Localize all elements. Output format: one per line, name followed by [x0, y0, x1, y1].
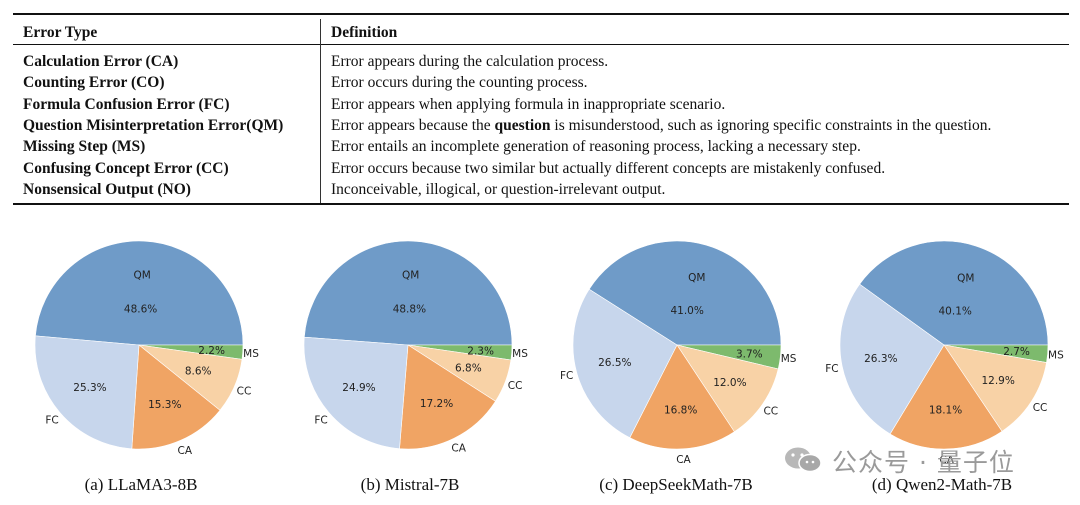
slice-percent-label: 8.6%	[185, 366, 212, 378]
table-cell-error-type: Calculation Error (CA)	[23, 53, 179, 70]
definition-text: Error occurs because two similar but act…	[331, 159, 886, 177]
table-cell-definition: Error entails an incomplete generation o…	[331, 136, 861, 157]
table-cell-error-type: Confusing Concept Error (CC)	[23, 159, 229, 177]
slice-percent-label: 16.8%	[664, 404, 697, 416]
pie-slice-qm	[859, 240, 1049, 346]
slice-percent-label: 2.3%	[467, 345, 494, 357]
slice-percent-label: 48.6%	[124, 304, 157, 316]
header-definition: Definition	[331, 24, 398, 41]
slice-category-label: MS	[781, 353, 797, 365]
slice-category-label: MS	[243, 348, 259, 360]
slice-category-label: CC	[1033, 402, 1048, 414]
definition-text: Inconceivable, illogical, or question-ir…	[331, 180, 666, 198]
caption-b: (b) Mistral-7B	[360, 475, 460, 494]
table-cell-definition: Inconceivable, illogical, or question-ir…	[331, 179, 665, 200]
caption-c: (c) DeepSeekMath-7B	[599, 475, 753, 494]
slice-category-label: CA	[676, 454, 691, 466]
slice-percent-label: 6.8%	[455, 363, 482, 375]
pie-slice-ca	[629, 344, 735, 450]
caption-d: (d) Qwen2-Math-7B	[871, 475, 1013, 494]
pie-slice-ca	[131, 344, 221, 450]
table-bottom-rule	[13, 203, 1069, 205]
pie-chart-4: QM 40.1% MS 2.7% CC 12.9% CA 18.1% FC 26.3%	[825, 240, 1064, 466]
slice-category-label: QM	[957, 273, 974, 285]
slice-category-label: CA	[939, 454, 954, 466]
definition-text: Error appears when applying formula in i…	[331, 95, 726, 113]
definition-text: Error entails an incomplete generation o…	[331, 138, 861, 156]
slice-category-label: QM	[402, 269, 419, 281]
table-column-divider	[320, 19, 321, 203]
slice-percent-label: 17.2%	[420, 398, 453, 410]
slice-category-label: CC	[237, 385, 252, 397]
slice-category-label: CA	[451, 443, 466, 455]
table-cell-error-type: Formula Confusion Error (FC)	[23, 95, 230, 113]
table-cell-error-type: Nonsensical Output (NO)	[23, 180, 191, 198]
pie-charts: QM 48.6% MS 2.2% CC 8.6% CA 15.3% FC 25.3% QM 48.8%…	[34, 240, 1064, 466]
pie-slice-fc	[839, 283, 945, 435]
slice-category-label: CA	[178, 445, 193, 457]
definition-text: Error occurs during the counting process…	[331, 74, 588, 92]
slice-percent-label: 41.0%	[670, 305, 703, 317]
slice-percent-label: 2.7%	[1003, 346, 1030, 358]
pie-chart-1: QM 48.6% MS 2.2% CC 8.6% CA 15.3% FC 25.3%	[34, 240, 259, 457]
definition-emphasis: question	[494, 116, 551, 134]
slice-percent-label: 12.9%	[981, 375, 1014, 387]
definition-text: Error appears because the	[331, 116, 495, 134]
wechat-icon	[785, 447, 822, 473]
definition-text: is misunderstood, such as ignoring speci…	[550, 116, 992, 134]
slice-percent-label: 48.8%	[393, 304, 426, 316]
slice-category-label: CC	[508, 380, 523, 392]
caption-a: (a) LLaMA3-8B	[84, 475, 198, 494]
slice-category-label: QM	[133, 269, 150, 281]
slice-category-label: MS	[512, 348, 528, 360]
pie-slice-fc	[303, 336, 409, 449]
slice-percent-label: 15.3%	[148, 399, 181, 411]
slice-percent-label: 2.2%	[198, 345, 225, 357]
slice-percent-label: 24.9%	[342, 382, 375, 394]
slice-percent-label: 26.3%	[864, 353, 897, 365]
table-cell-error-type: Missing Step (MS)	[23, 138, 146, 156]
table-cell-definition: Error appears because the question is mi…	[331, 115, 991, 136]
pie-slice-fc	[572, 288, 678, 439]
table-cell-definition: Error occurs because two similar but act…	[331, 158, 885, 179]
table-cell-definition: Error appears during the calculation pro…	[331, 51, 608, 72]
slice-category-label: QM	[688, 272, 705, 284]
slice-category-label: FC	[825, 363, 838, 375]
pie-slice-qm	[35, 240, 244, 346]
slice-percent-label: 26.5%	[598, 357, 631, 369]
slice-percent-label: 3.7%	[736, 348, 763, 360]
pie-chart-3: QM 41.0% MS 3.7% CC 12.0% CA 16.8% FC 26.5%	[560, 240, 797, 466]
table-cell-error-type: Question Misinterpretation Error(QM)	[23, 116, 284, 134]
pie-slice-qm	[303, 240, 513, 346]
table-cell-definition: Error appears when applying formula in i…	[331, 94, 725, 115]
slice-category-label: FC	[560, 370, 573, 382]
slice-percent-label: 40.1%	[939, 305, 972, 317]
slice-category-label: CC	[763, 405, 778, 417]
pie-slice-qm	[588, 240, 782, 346]
header-error-type: Error Type	[23, 24, 98, 41]
pie-slice-ca	[889, 344, 1003, 450]
table-cell-definition: Error occurs during the counting process…	[331, 72, 588, 93]
slice-category-label: FC	[314, 414, 327, 426]
table-top-rule	[13, 13, 1069, 15]
slice-percent-label: 12.0%	[713, 377, 746, 389]
pie-chart-2: QM 48.8% MS 2.3% CC 6.8% CA 17.2% FC 24.9%	[303, 240, 528, 455]
pie-slice-cc	[943, 344, 1047, 432]
slice-category-label: FC	[45, 414, 58, 426]
table-cell-error-type: Counting Error (CO)	[23, 74, 165, 92]
watermark-text: 公众号 · 量子位	[832, 448, 1015, 477]
slice-category-label: MS	[1048, 350, 1064, 362]
slice-percent-label: 18.1%	[929, 404, 962, 416]
table-header-rule	[13, 44, 1069, 45]
definition-text: Error appears during the calculation pro…	[331, 53, 609, 70]
pie-slice-fc	[34, 335, 140, 450]
pie-slice-ca	[399, 344, 496, 450]
pie-slice-cc	[676, 344, 779, 433]
slice-percent-label: 25.3%	[73, 382, 106, 394]
